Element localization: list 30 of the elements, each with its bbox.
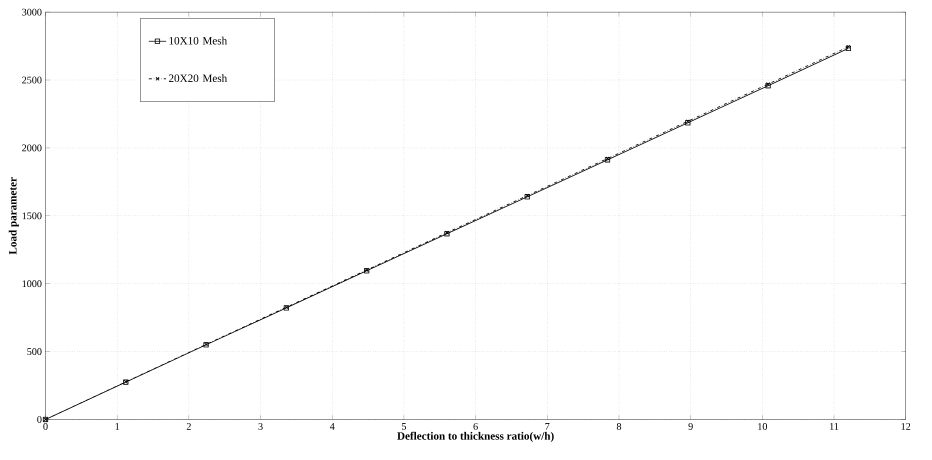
- x-tick-label: 6: [474, 423, 478, 430]
- x-tick-label: 1: [116, 423, 120, 430]
- x-tick-label: 3: [258, 423, 263, 430]
- x-tick-label: 2: [186, 423, 191, 430]
- x-tick-label: 4: [330, 423, 335, 430]
- point: [686, 119, 690, 124]
- y-axis-title: Load parameter: [8, 177, 19, 254]
- y-tick-label: 1000: [22, 280, 42, 288]
- x-tick-label: 7: [545, 423, 550, 430]
- point: [604, 157, 610, 163]
- point: [606, 156, 610, 161]
- y-tick-label: 2000: [22, 144, 42, 152]
- point: [766, 82, 770, 86]
- y-tick-label: 500: [27, 348, 42, 356]
- y-tick-label: 3000: [22, 8, 42, 16]
- x-tick-label: 8: [616, 423, 622, 430]
- point: [685, 120, 690, 126]
- y-tick-label: 0: [37, 416, 42, 423]
- x-tick-label: 12: [902, 423, 910, 430]
- y-tick-label: 2500: [22, 76, 42, 84]
- x-tick-label: 9: [688, 423, 693, 430]
- y-tick-label: 1500: [22, 212, 42, 220]
- x-tick-label: 10: [758, 423, 768, 430]
- point: [765, 83, 771, 88]
- x-tick-label: 11: [830, 423, 838, 430]
- x-tick-label: 0: [43, 423, 48, 430]
- x-axis-title: Deflection to thickness ratio(w/h): [397, 432, 554, 442]
- legend-label: 20X20 Mesh: [168, 74, 228, 82]
- x-tick-label: 5: [402, 423, 406, 430]
- legend-label: 10X10 Mesh: [169, 36, 228, 44]
